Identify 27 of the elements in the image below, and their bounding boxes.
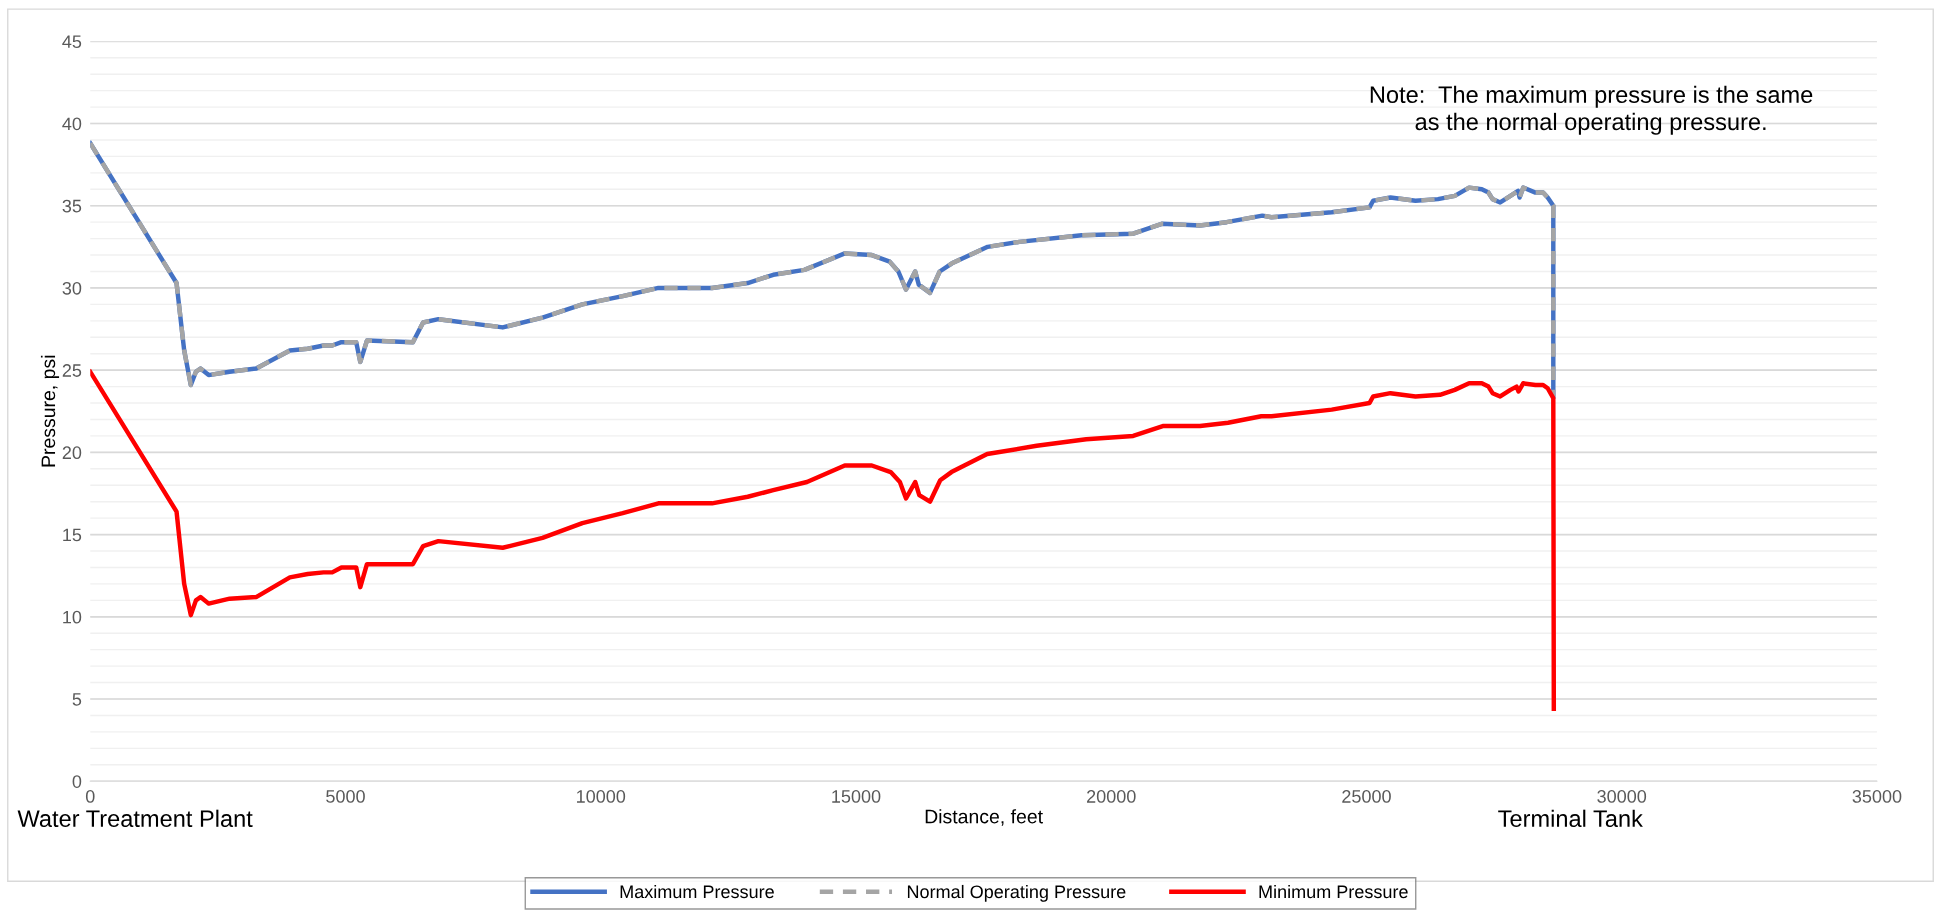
- x-tick-label: 10000: [577, 790, 626, 803]
- text: Water Treatment Plant: [17, 809, 253, 828]
- x-tick-label: 35000: [1852, 790, 1902, 803]
- y-tick-label: 45: [62, 35, 82, 49]
- line-series: [90, 369, 1557, 712]
- y-tick-label: 35: [62, 199, 82, 213]
- x-axis-title: Distance, feet: [925, 809, 1043, 826]
- x-tick-label: 5000: [326, 790, 365, 803]
- annotation: Note: The maximum pressure is the same as the normal operating pressure.: [1370, 85, 1813, 135]
- legend-label: Minimum Pressure: [1259, 884, 1408, 899]
- y-tick-label: 0: [72, 775, 82, 788]
- text: Terminal Tank: [1498, 809, 1643, 828]
- y-axis-title: Pressure, psi: [40, 355, 60, 467]
- y-tick-label: 10: [63, 610, 82, 624]
- x-tick-label: 0: [85, 790, 95, 803]
- legend-label: Maximum Pressure: [620, 884, 774, 899]
- legend-label: Normal Operating Pressure: [907, 884, 1126, 902]
- x-tick-label: 25000: [1342, 790, 1391, 803]
- y-tick-label: 25: [62, 364, 82, 377]
- y-tick-label: 5: [72, 693, 82, 706]
- y-tick-label: 30: [62, 281, 82, 295]
- y-tick-label: 40: [62, 117, 82, 131]
- x-tick-label: 30000: [1597, 790, 1647, 803]
- x-tick-label: 15000: [832, 790, 881, 803]
- y-tick-label: 20: [62, 446, 82, 460]
- y-tick-label: 15: [63, 528, 82, 542]
- x-tick-label: 20000: [1087, 790, 1136, 803]
